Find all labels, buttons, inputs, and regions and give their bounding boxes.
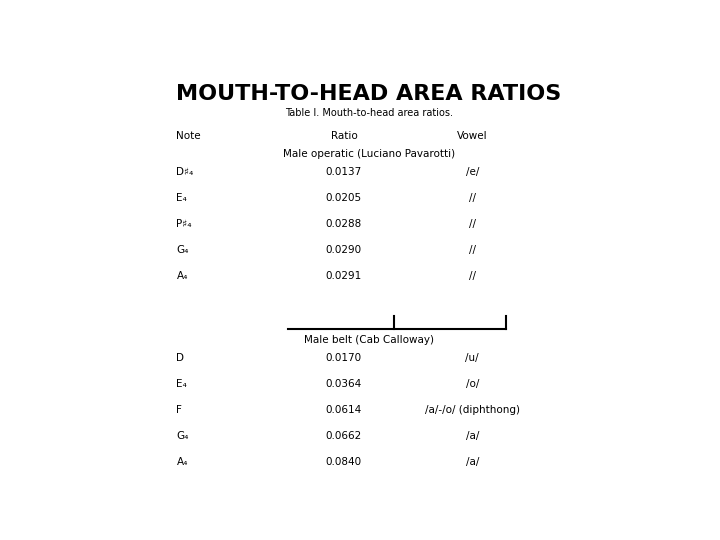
Text: G₄: G₄ — [176, 431, 189, 441]
Text: 0.0290: 0.0290 — [326, 245, 362, 255]
Text: P♯₄: P♯₄ — [176, 219, 192, 229]
Text: E₄: E₄ — [176, 193, 187, 203]
Text: 0.0840: 0.0840 — [326, 457, 362, 467]
Text: Male operatic (Luciano Pavarotti): Male operatic (Luciano Pavarotti) — [283, 149, 455, 159]
Text: /a/: /a/ — [466, 457, 479, 467]
Text: 0.0137: 0.0137 — [325, 167, 362, 177]
Text: /u/: /u/ — [465, 353, 479, 362]
Text: 0.0288: 0.0288 — [325, 219, 362, 229]
Text: Note: Note — [176, 131, 201, 141]
Text: 0.0291: 0.0291 — [325, 272, 362, 281]
Text: /o/: /o/ — [466, 379, 479, 389]
Text: G₄: G₄ — [176, 245, 189, 255]
Text: /a/-/o/ (diphthong): /a/-/o/ (diphthong) — [425, 405, 520, 415]
Text: A₄: A₄ — [176, 457, 188, 467]
Text: 0.0205: 0.0205 — [326, 193, 362, 203]
Text: Ratio: Ratio — [330, 131, 357, 141]
Text: E₄: E₄ — [176, 379, 187, 389]
Text: D: D — [176, 353, 184, 362]
Text: 0.0364: 0.0364 — [325, 379, 362, 389]
Text: //: // — [469, 193, 476, 203]
Text: D♯₄: D♯₄ — [176, 167, 194, 177]
Text: Vowel: Vowel — [457, 131, 487, 141]
Text: //: // — [469, 272, 476, 281]
Text: A₄: A₄ — [176, 272, 188, 281]
Text: Male belt (Cab Calloway): Male belt (Cab Calloway) — [304, 335, 434, 345]
Text: //: // — [469, 245, 476, 255]
Text: Table I. Mouth-to-head area ratios.: Table I. Mouth-to-head area ratios. — [285, 109, 453, 118]
Text: 0.0662: 0.0662 — [325, 431, 362, 441]
Text: /a/: /a/ — [466, 431, 479, 441]
Text: F: F — [176, 405, 182, 415]
Text: 0.0614: 0.0614 — [325, 405, 362, 415]
Text: /e/: /e/ — [466, 167, 479, 177]
Text: //: // — [469, 219, 476, 229]
Text: MOUTH-TO-HEAD AREA RATIOS: MOUTH-TO-HEAD AREA RATIOS — [176, 84, 562, 104]
Text: 0.0170: 0.0170 — [326, 353, 362, 362]
